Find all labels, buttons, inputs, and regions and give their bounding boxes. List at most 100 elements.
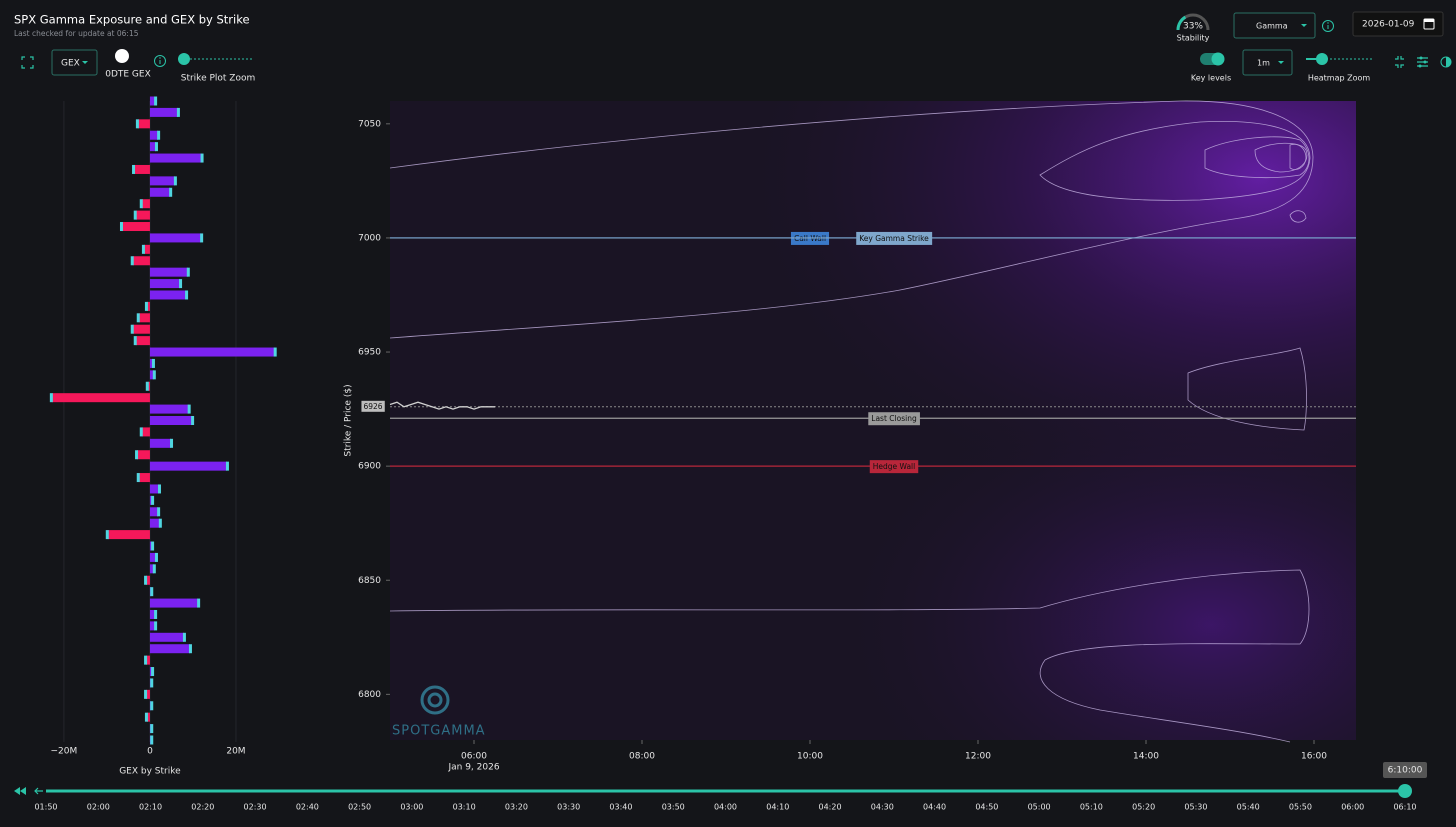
bar-cap — [225, 461, 229, 471]
timeline-label: 05:30 — [1184, 803, 1207, 812]
watermark-logo — [420, 685, 450, 715]
gex-bar — [137, 119, 150, 129]
mode-select[interactable]: Gamma — [1233, 12, 1316, 39]
bar-cap — [150, 587, 154, 597]
timeline-back[interactable] — [34, 787, 43, 795]
level-label-box — [869, 460, 919, 474]
y-tick-label: 6800 — [358, 690, 381, 700]
interval-select[interactable]: 1m — [1242, 49, 1293, 76]
bar-cap — [150, 724, 154, 734]
level-label-box — [856, 231, 933, 245]
strike-zoom-slider[interactable] — [178, 53, 252, 65]
timeline-tooltip — [1383, 762, 1427, 778]
timeline-label: 02:20 — [191, 803, 214, 812]
heatmap-zoom-slider[interactable] — [1306, 53, 1372, 65]
theme-button[interactable] — [1440, 56, 1452, 68]
interval-select-value: 1m — [1257, 59, 1270, 68]
settings-button[interactable] — [1417, 56, 1428, 68]
bar-cap — [144, 689, 148, 699]
gex-bar — [149, 621, 156, 631]
gex-bar — [149, 507, 159, 517]
last-price-box — [361, 400, 385, 412]
bar-cap — [157, 130, 161, 140]
bar-cap — [135, 450, 139, 460]
page-title: SPX Gamma Exposure and GEX by Strike — [14, 13, 250, 27]
bar-cap — [154, 96, 158, 106]
timeline-label: 04:20 — [819, 803, 842, 812]
bar-cap — [273, 347, 277, 357]
info-icon[interactable] — [1322, 20, 1334, 32]
gex-select[interactable]: GEX — [51, 49, 98, 76]
bar-cap — [191, 416, 195, 425]
timeline-label: 05:20 — [1132, 803, 1155, 812]
y-tick-label: 7050 — [358, 119, 381, 129]
y-tick-label: 6850 — [358, 576, 381, 586]
timeline-label: 02:50 — [348, 803, 371, 812]
key-levels-toggle[interactable] — [1200, 52, 1225, 66]
y-tick-label: 6900 — [358, 462, 381, 472]
info-icon[interactable] — [154, 55, 166, 67]
x-tick-label: 16:00 — [1301, 752, 1327, 762]
gex-bar — [146, 712, 150, 722]
stability-value: 33% — [1183, 22, 1203, 32]
gex-bar — [149, 187, 171, 197]
bar-cap — [141, 244, 145, 254]
gex-bar — [149, 96, 156, 106]
timeline-label: 04:50 — [975, 803, 998, 812]
collapse-button[interactable] — [1395, 56, 1404, 68]
timeline-label: 06:10 — [1393, 803, 1416, 812]
gex-bar — [149, 176, 175, 186]
gex-bar — [138, 473, 150, 483]
gex-bar — [149, 541, 153, 551]
gex-bar — [134, 164, 150, 174]
gex-bar — [51, 393, 150, 403]
odte-toggle[interactable] — [115, 49, 129, 63]
gex-bar — [149, 416, 193, 425]
bar-cap — [150, 701, 154, 711]
bar-cap — [154, 142, 158, 152]
fullscreen-button[interactable] — [21, 56, 34, 69]
gex-bar — [149, 370, 154, 380]
gex-bar — [149, 347, 275, 357]
x-tick-label: 20M — [226, 747, 245, 757]
bar-cap — [151, 358, 155, 368]
bar-cap — [132, 164, 136, 174]
timeline-label: 03:50 — [662, 803, 685, 812]
gex-bar — [143, 244, 150, 254]
date-picker[interactable]: 2026-01-09 — [1352, 11, 1444, 37]
timeline-label: 04:00 — [714, 803, 737, 812]
timeline-label: 02:10 — [139, 803, 162, 812]
bar-cap — [200, 153, 204, 163]
timeline-knob[interactable] — [1398, 784, 1412, 798]
timeline-rewind[interactable] — [14, 787, 26, 795]
bar-cap — [197, 598, 201, 608]
gex-bar — [149, 107, 178, 117]
timeline-label: 04:30 — [871, 803, 894, 812]
level-label: Hedge Wall — [873, 462, 915, 471]
gex-bar — [141, 427, 150, 437]
y-tick-label: 6950 — [358, 348, 381, 358]
timeline-label: 03:00 — [400, 803, 423, 812]
bar-cap — [119, 222, 123, 232]
bar-cap — [135, 119, 139, 129]
level-label: Key Gamma Strike — [859, 234, 929, 243]
timeline-label: 02:40 — [296, 803, 319, 812]
odte-label: 0DTE GEX — [105, 70, 151, 80]
x-tick-label: 10:00 — [797, 752, 823, 762]
timeline-label: 01:50 — [34, 803, 57, 812]
bar-cap — [144, 301, 148, 311]
gex-bar — [149, 495, 153, 505]
bar-cap — [145, 381, 149, 391]
bar-cap — [105, 530, 109, 540]
bar-cap — [157, 484, 161, 494]
bar-cap — [139, 199, 143, 209]
bar-cap — [169, 187, 173, 197]
y-axis-label: Strike / Price ($) — [344, 384, 354, 456]
x-tick-label: 06:00 — [461, 752, 487, 762]
bar-cap — [130, 256, 134, 266]
mode-select-value: Gamma — [1256, 22, 1288, 31]
timeline-label: 02:30 — [244, 803, 267, 812]
gex-bar — [137, 450, 150, 460]
bar-cap — [185, 290, 189, 300]
y-tick-label: 7000 — [358, 233, 381, 243]
